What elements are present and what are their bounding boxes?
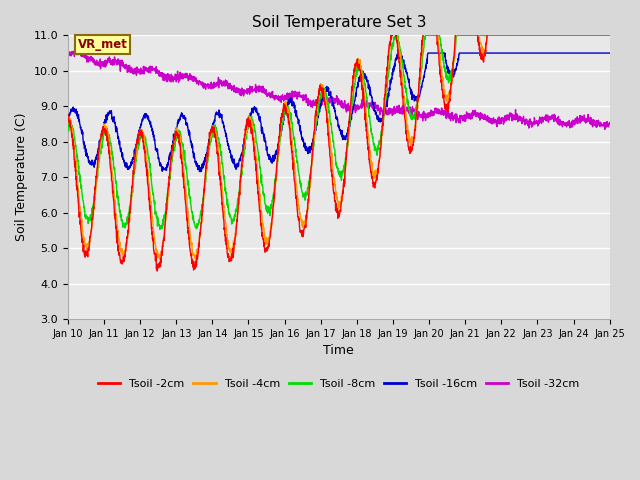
Text: VR_met: VR_met	[77, 38, 127, 51]
Y-axis label: Soil Temperature (C): Soil Temperature (C)	[15, 113, 28, 241]
Title: Soil Temperature Set 3: Soil Temperature Set 3	[252, 15, 426, 30]
Legend: Tsoil -2cm, Tsoil -4cm, Tsoil -8cm, Tsoil -16cm, Tsoil -32cm: Tsoil -2cm, Tsoil -4cm, Tsoil -8cm, Tsoi…	[93, 374, 584, 393]
X-axis label: Time: Time	[323, 344, 354, 357]
